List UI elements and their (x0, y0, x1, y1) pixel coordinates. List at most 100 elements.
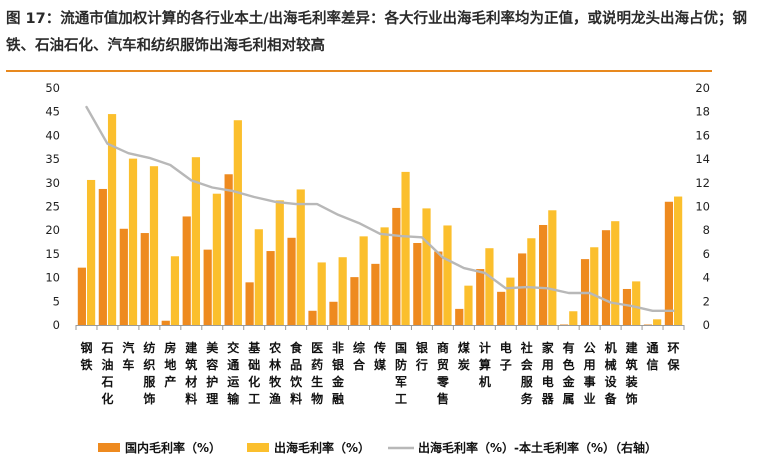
right-y-tick-label: 4 (703, 271, 710, 285)
left-y-tick-label: 40 (45, 128, 60, 142)
right-y-tick-label: 14 (695, 152, 710, 166)
bar-overseas-margin (506, 277, 515, 325)
right-y-tick-label: 18 (695, 105, 710, 119)
bar-domestic-margin (413, 242, 422, 325)
category-label: 综合 (353, 340, 366, 372)
bar-overseas-margin (86, 179, 96, 325)
category-label: 通信 (647, 340, 659, 372)
right-y-tick-label: 6 (703, 247, 710, 261)
bar-overseas-margin (296, 189, 305, 325)
bar-overseas-margin (485, 248, 494, 325)
bar-domestic-margin (601, 230, 611, 325)
bar-domestic-margin (203, 249, 212, 325)
category-label: 医药生物 (311, 341, 323, 406)
category-label: 计算机 (479, 340, 491, 389)
category-label: 房地产 (164, 340, 176, 389)
left-y-axis: 0 5 10 15 20 25 30 35 40 45 50 (45, 81, 60, 332)
right-y-tick-label: 0 (703, 318, 710, 332)
bar-overseas-margin (527, 238, 536, 325)
right-y-tick-label: 10 (695, 200, 710, 214)
category-label: 建筑材料 (184, 340, 198, 406)
bar-overseas-margin (611, 221, 620, 325)
bar-domestic-margin (476, 269, 485, 325)
category-label: 公用事业 (583, 341, 596, 406)
right-y-tick-label: 8 (703, 223, 710, 237)
legend-swatch-overseas (247, 443, 269, 452)
bar-overseas-margin (548, 210, 557, 325)
x-axis (75, 325, 685, 330)
bar-domestic-margin (98, 188, 107, 325)
bar-domestic-margin (119, 228, 128, 325)
bar-domestic-margin (245, 282, 254, 325)
bar-overseas-margin (380, 227, 389, 325)
legend-label-overseas: 出海毛利率（%） (274, 440, 370, 455)
bar-domestic-margin (77, 267, 86, 325)
bar-overseas-margin (254, 229, 263, 325)
left-y-tick-label: 35 (45, 152, 60, 166)
left-y-tick-label: 20 (45, 223, 60, 237)
bar-domestic-margin (161, 320, 170, 325)
line-series (85, 105, 675, 312)
legend: 国内毛利率（%） 出海毛利率（%） 出海毛利率（%）-本土毛利率（%）（右轴） (98, 440, 657, 455)
bar-domestic-margin (622, 288, 632, 325)
margin-difference-line (85, 105, 675, 312)
left-y-tick-label: 50 (45, 81, 60, 95)
bar-overseas-margin (275, 200, 284, 325)
category-label: 家用电器 (541, 340, 555, 406)
bar-overseas-margin (590, 247, 599, 325)
bar-domestic-margin (224, 174, 233, 325)
category-label: 汽车 (122, 340, 134, 372)
bar-overseas-margin (653, 319, 662, 325)
bar-domestic-margin (371, 263, 380, 325)
left-y-tick-label: 5 (53, 294, 60, 308)
legend-swatch-domestic (98, 443, 120, 452)
title-rule (6, 70, 712, 72)
category-label: 纺织服饰 (143, 340, 156, 406)
bar-domestic-margin (497, 291, 506, 325)
bar-domestic-margin (266, 251, 275, 325)
right-y-tick-label: 20 (695, 81, 710, 95)
left-y-tick-label: 25 (45, 200, 60, 214)
category-labels: 钢铁石油石化汽车纺织服饰房地产建筑材料美容护理交通运输基础化工农林牧渔食品饮料医… (80, 340, 680, 406)
right-y-tick-label: 12 (695, 176, 710, 190)
bar-overseas-margin (149, 166, 159, 325)
category-label: 钢铁 (80, 340, 92, 372)
bar-overseas-margin (569, 311, 578, 325)
bar-domestic-margin (329, 301, 338, 325)
bar-domestic-margin (308, 310, 317, 325)
category-label: 石油石化 (100, 341, 113, 406)
left-y-tick-label: 10 (45, 271, 60, 285)
bar-overseas-margin (170, 256, 180, 325)
bar-overseas-margin (212, 193, 221, 325)
bar-overseas-margin (359, 236, 368, 325)
category-label: 食品饮料 (289, 340, 303, 406)
bar-overseas-margin (401, 171, 410, 325)
bar-overseas-margin (422, 208, 431, 325)
bar-overseas-margin (674, 196, 683, 325)
bar-domestic-margin (664, 201, 674, 325)
left-y-tick-label: 0 (53, 318, 60, 332)
bar-overseas-margin (317, 262, 326, 325)
category-label: 煤炭 (458, 340, 470, 372)
bar-domestic-margin (434, 251, 443, 325)
category-label: 非银金融 (331, 340, 345, 406)
bar-overseas-margin (233, 120, 242, 326)
category-label: 农林牧渔 (268, 340, 282, 406)
category-label: 环保 (667, 341, 681, 372)
bar-domestic-margin (350, 277, 359, 325)
bar-series (77, 114, 683, 326)
bar-domestic-margin (539, 224, 548, 325)
bar-overseas-margin (632, 281, 641, 325)
bar-domestic-margin (518, 253, 527, 325)
category-label: 国防军工 (395, 341, 407, 406)
bar-overseas-margin (191, 157, 201, 325)
bar-overseas-margin (443, 225, 452, 325)
category-label: 建筑装饰 (625, 340, 639, 406)
category-label: 基础化工 (247, 340, 261, 406)
bar-domestic-margin (140, 233, 149, 325)
bar-domestic-margin (392, 207, 401, 325)
right-y-tick-label: 2 (703, 294, 710, 308)
right-y-tick-label: 16 (695, 128, 710, 142)
category-label: 美容护理 (205, 340, 219, 406)
